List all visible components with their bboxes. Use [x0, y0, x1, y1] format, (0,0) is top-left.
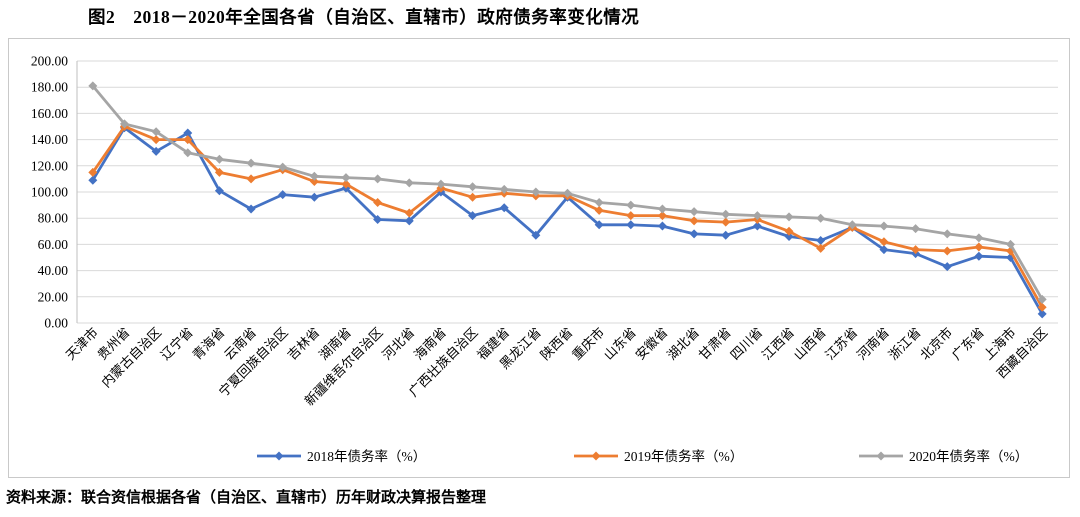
x-axis-labels: 天津市贵州省内蒙古自治区辽宁省青海省云南省宁夏回族自治区吉林省湖南省新疆维吾尔自…: [63, 325, 1051, 409]
x-tick-label: 河南省: [854, 325, 892, 363]
series-2018: [88, 123, 1047, 319]
series-2020: [88, 81, 1047, 304]
y-tick-label: 60.00: [38, 237, 69, 252]
legend-item-2019: 2019年债务率（%）: [574, 448, 743, 464]
y-axis-labels: 0.00 20.00 40.00 60.00 80.00 100.00 120.00 140.…: [31, 54, 68, 331]
legend-marker-2018: [274, 451, 284, 461]
x-tick-label: 湖北省: [664, 325, 702, 363]
x-tick-label: 重庆市: [569, 325, 607, 363]
series-2019: [88, 122, 1047, 312]
legend-marker-2020: [876, 451, 886, 461]
y-tick-label: 140.00: [31, 132, 68, 147]
series-markers-2020: [88, 81, 1047, 304]
legend-label-2018: 2018年债务率（%）: [307, 448, 426, 464]
y-tick-label: 120.00: [31, 158, 68, 173]
y-tick-label: 0.00: [44, 316, 68, 331]
x-tick-label: 江苏省: [822, 325, 860, 363]
x-tick-label: 北京市: [917, 325, 955, 363]
x-tick-label: 吉林省: [284, 325, 322, 363]
series-markers-2018: [88, 123, 1047, 319]
chart-svg: 0.00 20.00 40.00 60.00 80.00 100.00 120.00 140.…: [31, 54, 1058, 464]
y-tick-label: 40.00: [38, 263, 69, 278]
series-line-2019: [91, 125, 1044, 308]
y-tick-label: 20.00: [38, 289, 69, 304]
y-tick-label: 160.00: [31, 106, 68, 121]
x-tick-label: 四川省: [727, 325, 765, 363]
chart-title: 图2 2018－2020年全国各省（自治区、直辖市）政府债务率变化情况: [88, 7, 640, 27]
x-tick-label: 河北省: [379, 325, 417, 363]
y-tick-label: 80.00: [38, 211, 69, 226]
series-line-2018: [91, 126, 1044, 315]
x-tick-label: 山东省: [601, 325, 639, 363]
x-tick-label: 安徽省: [632, 325, 670, 363]
x-tick-label: 青海省: [189, 325, 227, 363]
series-markers-2019: [88, 122, 1047, 312]
x-tick-label: 广东省: [949, 325, 987, 363]
legend-label-2020: 2020年债务率（%）: [909, 448, 1028, 464]
y-tick-label: 100.00: [31, 185, 68, 200]
legend: 2018年债务率（%） 2019年债务率（%） 2020年债务率（%）: [257, 448, 1028, 464]
y-tick-label: 180.00: [31, 80, 68, 95]
x-tick-label: 天津市: [63, 325, 101, 363]
x-tick-label: 江西省: [759, 325, 797, 363]
x-tick-label: 浙江省: [886, 325, 924, 363]
x-tick-label: 山西省: [791, 325, 829, 363]
source-note: 资料来源：联合资信根据各省（自治区、直辖市）历年财政决算报告整理: [6, 490, 487, 506]
y-tick-label: 200.00: [31, 54, 68, 69]
chart-frame: 0.00 20.00 40.00 60.00 80.00 100.00 120.00 140.…: [8, 38, 1070, 478]
x-tick-label: 陕西省: [537, 325, 575, 363]
x-tick-label: 辽宁省: [158, 325, 196, 363]
legend-item-2018: 2018年债务率（%）: [257, 448, 426, 464]
legend-marker-2019: [591, 451, 601, 461]
legend-label-2019: 2019年债务率（%）: [624, 448, 743, 464]
x-tick-label: 甘肃省: [696, 325, 734, 363]
legend-item-2020: 2020年债务率（%）: [859, 448, 1028, 464]
